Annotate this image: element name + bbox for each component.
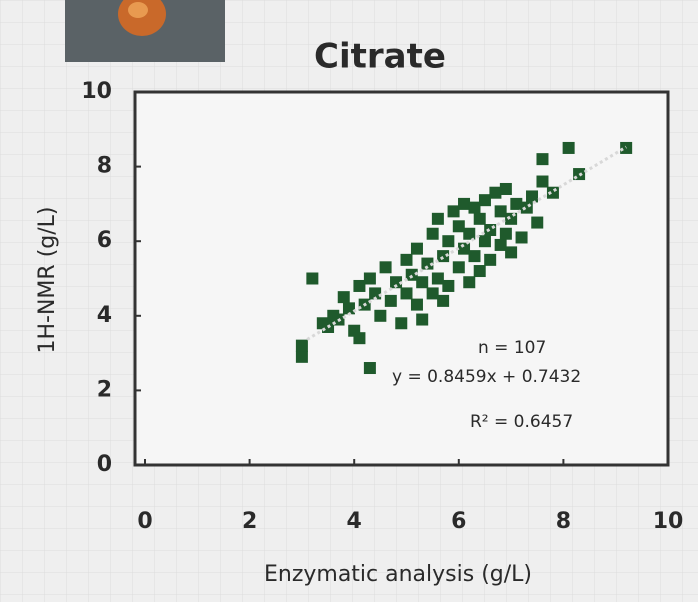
data-point xyxy=(463,276,475,288)
data-point xyxy=(479,235,491,247)
x-tick-label: 4 xyxy=(347,509,362,534)
data-point xyxy=(458,198,470,210)
annotation: y = 0.8459x + 0.7432 xyxy=(392,367,581,387)
data-point xyxy=(531,217,543,229)
y-tick-label: 0 xyxy=(97,452,112,477)
data-point xyxy=(416,314,428,326)
chart: Citrate Enzymatic analysis (g/L) 1H-NMR … xyxy=(0,0,698,602)
data-point xyxy=(516,231,528,243)
data-point xyxy=(563,142,575,154)
data-point xyxy=(495,205,507,217)
data-point xyxy=(437,295,449,307)
data-point xyxy=(395,317,407,329)
y-tick-label: 4 xyxy=(97,303,112,328)
data-point xyxy=(468,202,480,214)
annotation: R² = 0.6457 xyxy=(470,412,573,432)
x-tick-label: 2 xyxy=(242,509,257,534)
x-axis-label: Enzymatic analysis (g/L) xyxy=(264,562,532,587)
data-point xyxy=(353,280,365,292)
y-tick-label: 8 xyxy=(97,154,112,179)
x-tick-label: 10 xyxy=(653,509,684,534)
data-point xyxy=(484,224,496,236)
data-point xyxy=(385,295,397,307)
data-point xyxy=(411,299,423,311)
data-point xyxy=(489,187,501,199)
data-point xyxy=(432,273,444,285)
data-point xyxy=(380,261,392,273)
y-tick-label: 6 xyxy=(97,228,112,253)
data-point xyxy=(500,228,512,240)
data-point xyxy=(401,287,413,299)
data-point xyxy=(411,243,423,255)
annotation: n = 107 xyxy=(478,338,546,358)
data-point xyxy=(453,261,465,273)
data-point xyxy=(442,280,454,292)
data-point xyxy=(526,190,538,202)
data-point xyxy=(536,176,548,188)
x-tick-label: 6 xyxy=(451,509,466,534)
photo-thumbnail xyxy=(65,0,225,62)
data-point xyxy=(536,153,548,165)
data-point xyxy=(427,287,439,299)
data-point xyxy=(296,351,308,363)
data-point xyxy=(495,239,507,251)
data-point xyxy=(500,183,512,195)
data-point xyxy=(338,291,350,303)
data-point xyxy=(306,273,318,285)
page: {"chart_data": {"type": "scatter", "titl… xyxy=(0,0,698,602)
data-point xyxy=(364,362,376,374)
data-point xyxy=(296,340,308,352)
data-point xyxy=(448,205,460,217)
data-point xyxy=(374,310,386,322)
data-point xyxy=(484,254,496,266)
chart-title: Citrate xyxy=(314,37,446,77)
data-point xyxy=(364,273,376,285)
data-point xyxy=(442,235,454,247)
y-tick-label: 10 xyxy=(81,79,112,104)
data-point xyxy=(468,250,480,262)
x-tick-label: 8 xyxy=(556,509,571,534)
data-point xyxy=(353,332,365,344)
data-point xyxy=(416,276,428,288)
data-point xyxy=(432,213,444,225)
x-tick-label: 0 xyxy=(137,509,152,534)
data-point xyxy=(401,254,413,266)
data-point xyxy=(479,194,491,206)
data-point xyxy=(510,198,522,210)
y-axis-label: 1H-NMR (g/L) xyxy=(35,207,60,354)
data-point xyxy=(474,265,486,277)
data-point xyxy=(427,228,439,240)
data-point xyxy=(521,202,533,214)
data-point xyxy=(474,213,486,225)
data-point xyxy=(458,243,470,255)
y-tick-label: 2 xyxy=(97,377,112,402)
data-point xyxy=(505,246,517,258)
data-point xyxy=(453,220,465,232)
